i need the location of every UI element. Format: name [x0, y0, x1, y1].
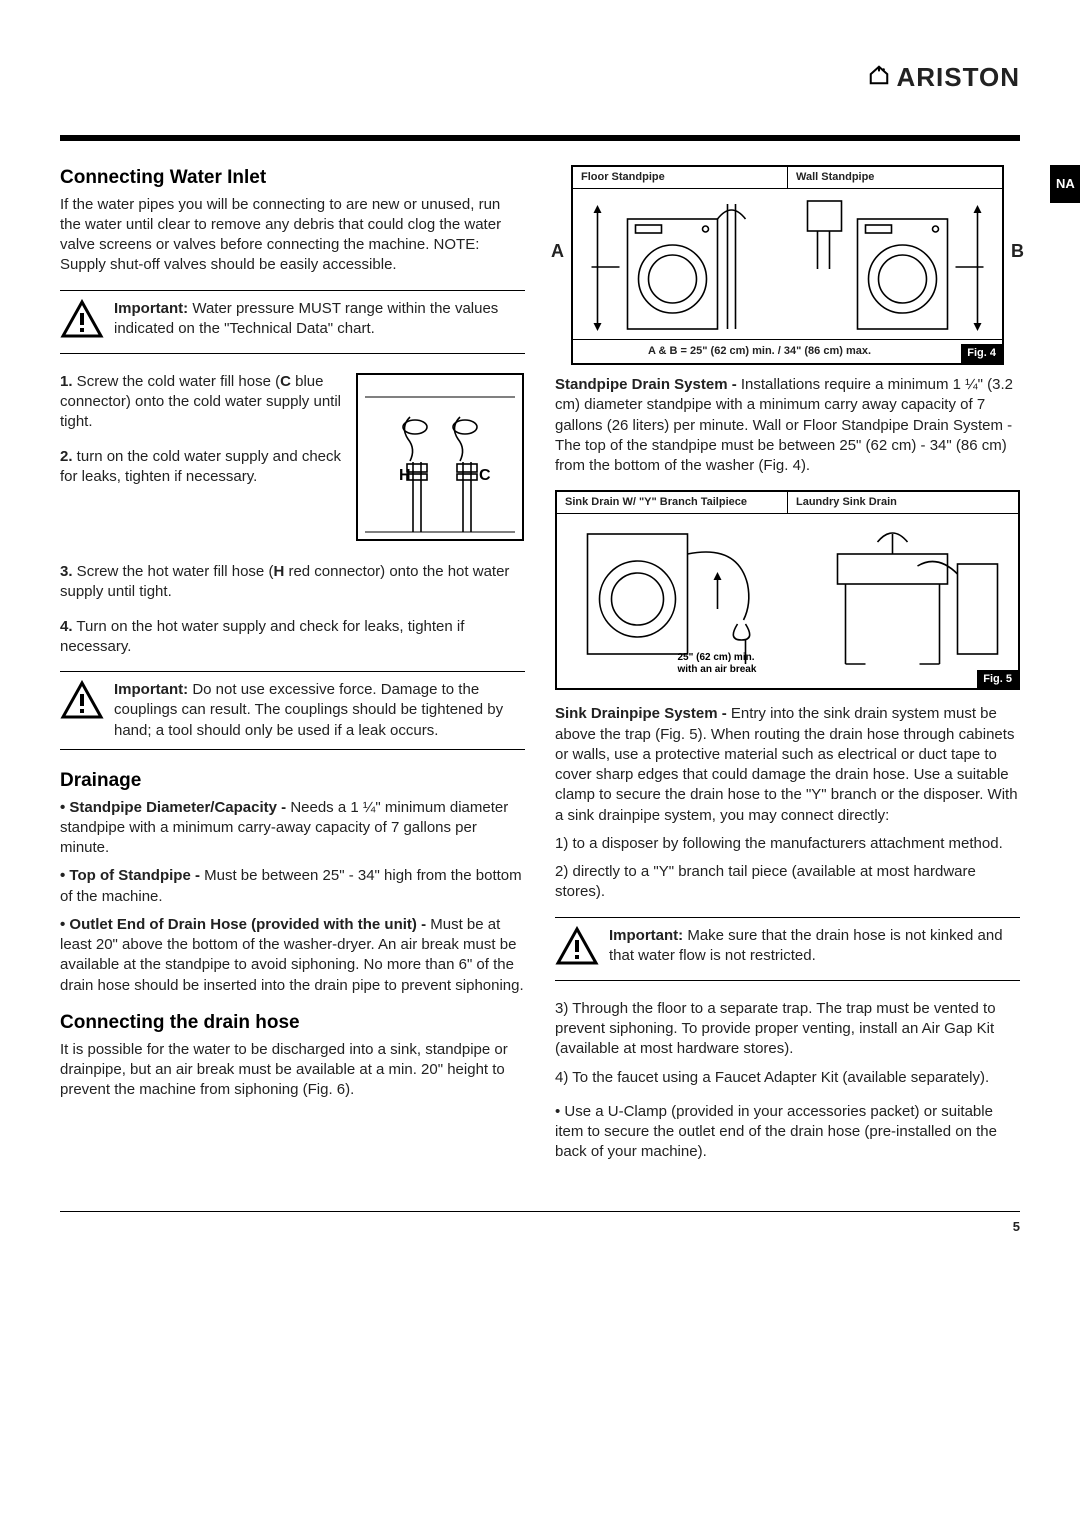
fig5-right-label: Laundry Sink Drain [788, 492, 1018, 513]
important-label: Important: [609, 927, 683, 944]
sink-option-1: 1) to a disposer by following the manufa… [555, 834, 1020, 854]
label-b: B [1011, 239, 1024, 263]
top-rule [60, 135, 1020, 141]
right-column: NA A B Floor Standpipe Wall Standpipe [555, 165, 1020, 1171]
fig5-tag: Fig. 5 [977, 670, 1018, 689]
svg-text:H: H [399, 467, 411, 484]
sink-option-3: 3) Through the floor to a separate trap.… [555, 999, 1020, 1060]
figure-4-wrapper: A B Floor Standpipe Wall Standpipe [555, 165, 1020, 365]
heading-connect-hose: Connecting the drain hose [60, 1010, 525, 1036]
fig5-left-label: Sink Drain W/ "Y" Branch Tailpiece [557, 492, 788, 513]
drain-bullet-3: • Outlet End of Drain Hose (provided wit… [60, 915, 525, 996]
connect-text: It is possible for the water to be disch… [60, 1040, 525, 1101]
standpipe-para: Standpipe Drain System - Installations r… [555, 375, 1020, 476]
label-a: A [551, 239, 564, 263]
na-tab: NA [1050, 165, 1080, 203]
bottom-rule [60, 1211, 1020, 1212]
svg-text:C: C [479, 467, 491, 484]
brand-header: ARISTON [60, 60, 1020, 95]
warning-icon [555, 926, 599, 972]
svg-text:with an air break: with an air break [677, 664, 757, 675]
callout-water-pressure: Important: Water pressure MUST range wit… [60, 290, 525, 354]
water-intro: If the water pipes you will be connectin… [60, 195, 525, 276]
drain-bullet-2: • Top of Standpipe - Must be between 25"… [60, 866, 525, 907]
fig4-diagram [573, 189, 1002, 347]
uclamp-note: • Use a U-Clamp (provided in your access… [555, 1102, 1020, 1163]
important-label: Important: [114, 681, 188, 698]
fig4-right-label: Wall Standpipe [788, 167, 1002, 188]
brand-name: ARISTON [896, 62, 1020, 92]
drain-bullet-1: • Standpipe Diameter/Capacity - Needs a … [60, 798, 525, 859]
figure-5: Sink Drain W/ "Y" Branch Tailpiece Laund… [555, 490, 1020, 690]
important-label: Important: [114, 300, 188, 317]
callout-force: Important: Do not use excessive force. D… [60, 671, 525, 750]
sink-para: Sink Drainpipe System - Entry into the s… [555, 704, 1020, 826]
sink-option-4: 4) To the faucet using a Faucet Adapter … [555, 1068, 1020, 1088]
svg-text:25" (62 cm) min.: 25" (62 cm) min. [678, 652, 755, 663]
warning-icon [60, 680, 104, 726]
fig4-caption: A & B = 25" (62 cm) min. / 34" (86 cm) m… [573, 339, 1002, 363]
heading-water-inlet: Connecting Water Inlet [60, 165, 525, 191]
fig5-diagram: 25" (62 cm) min. with an air break [557, 514, 1018, 690]
hose-diagram: H C [355, 372, 525, 548]
step-3: 3. Screw the hot water fill hose (H red … [60, 562, 525, 603]
fig4-left-label: Floor Standpipe [573, 167, 788, 188]
warning-icon [60, 299, 104, 345]
left-column: Connecting Water Inlet If the water pipe… [60, 165, 525, 1171]
step-2: 2. turn on the cold water supply and che… [60, 447, 341, 488]
page-number: 5 [60, 1218, 1020, 1236]
step-4: 4. Turn on the hot water supply and chec… [60, 617, 525, 658]
house-icon [868, 60, 890, 95]
callout-kink: Important: Make sure that the drain hose… [555, 917, 1020, 981]
step-1: 1. Screw the cold water fill hose (C blu… [60, 372, 341, 433]
sink-option-2: 2) directly to a "Y" branch tail piece (… [555, 862, 1020, 903]
fig4-tag: Fig. 4 [961, 344, 1002, 363]
heading-drainage: Drainage [60, 768, 525, 794]
